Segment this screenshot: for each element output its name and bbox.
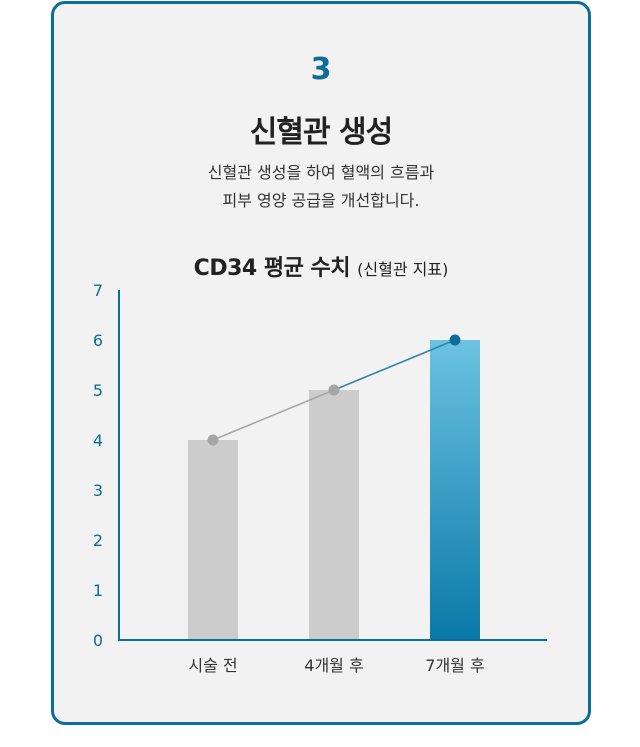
y-tick-label: 4 <box>93 431 103 450</box>
trend-segment-2 <box>333 339 456 391</box>
description-line-2: 피부 영양 공급을 개선합니다. <box>222 191 420 210</box>
trend-segment-1 <box>212 389 335 441</box>
card-description: 신혈관 생성을 하여 혈액의 흐름과 피부 영양 공급을 개선합니다. <box>54 159 588 215</box>
y-tick-label: 1 <box>93 581 103 600</box>
chart-title-block: CD34 평균 수치 (신혈관 지표) <box>54 250 588 282</box>
y-tick-label: 0 <box>93 631 103 650</box>
trend-point-1 <box>207 434 219 446</box>
x-category-label: 4개월 후 <box>304 656 363 675</box>
chart-subtitle: (신혈관 지표) <box>357 260 449 279</box>
bar-2 <box>309 390 359 640</box>
y-tick-label: 2 <box>93 531 103 550</box>
y-tick-label: 7 <box>93 281 103 300</box>
trend-point-2 <box>328 384 340 396</box>
x-category-label: 시술 전 <box>188 656 237 675</box>
y-tick-label: 3 <box>93 481 103 500</box>
x-category-label: 7개월 후 <box>425 656 484 675</box>
step-number: 3 <box>310 52 332 87</box>
card-title: 신혈관 생성 <box>249 115 393 150</box>
y-tick-label: 5 <box>93 381 103 400</box>
description-line-1: 신혈관 생성을 하여 혈액의 흐름과 <box>207 163 435 182</box>
y-tick-label: 6 <box>93 331 103 350</box>
bar-1 <box>188 440 238 640</box>
bar-3 <box>430 340 480 640</box>
trend-point-3 <box>449 334 461 346</box>
chart-title: CD34 평균 수치 <box>193 256 351 281</box>
